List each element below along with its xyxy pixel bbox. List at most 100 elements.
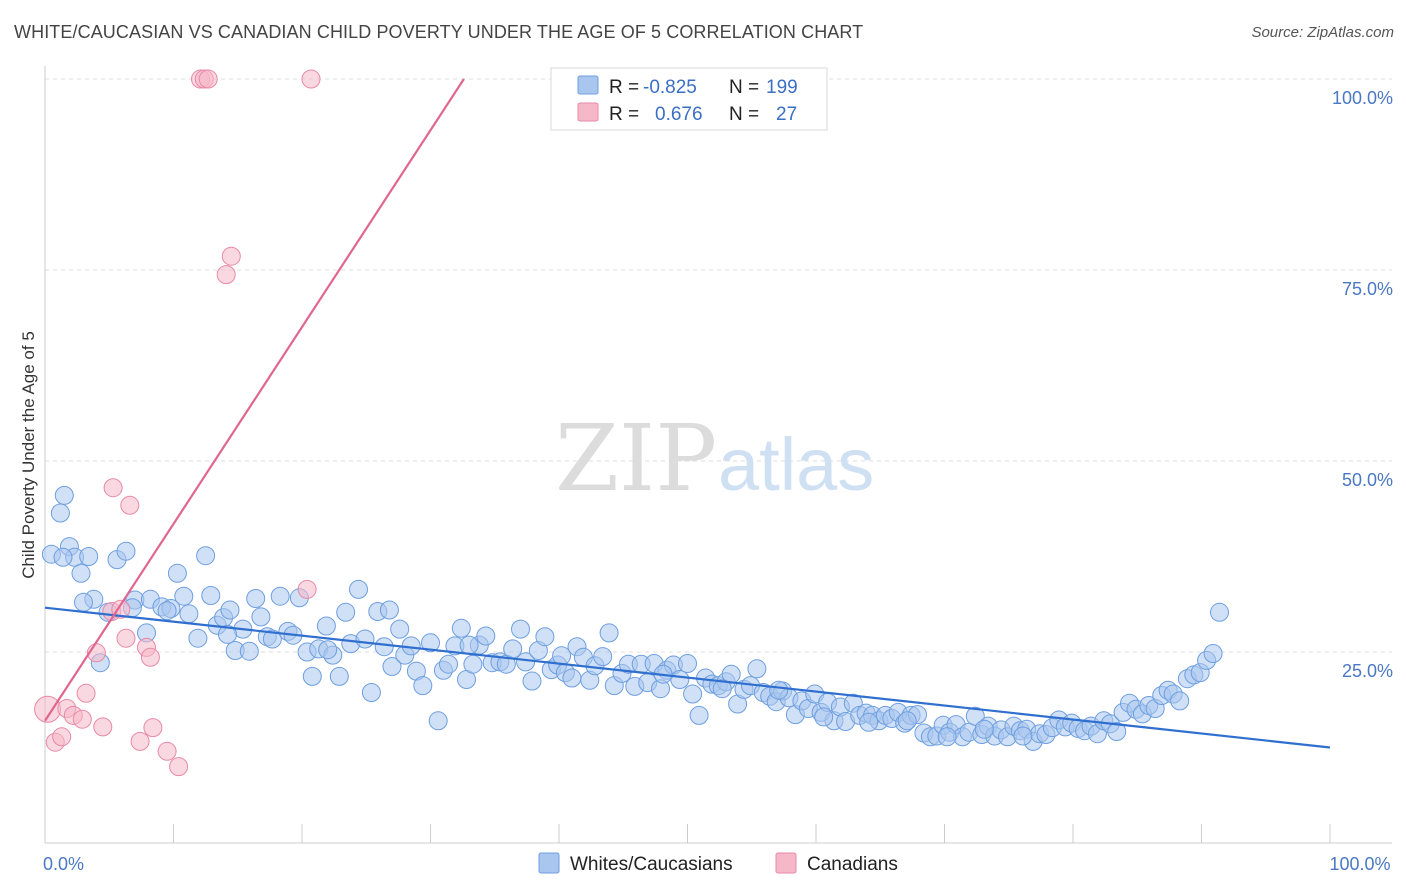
legend-r-label-whites: R = [609, 77, 639, 98]
whites-point-183 [157, 601, 177, 621]
correlation-legend: R = -0.825 N = 199 R = 0.676 N = 27 [550, 67, 828, 131]
whites-point-22 [201, 586, 221, 605]
whites-point-163 [1107, 722, 1127, 741]
whites-point-188 [552, 646, 572, 666]
whites-point-63 [463, 654, 483, 674]
canadians-point-5 [72, 709, 92, 729]
legend-swatch-canadians [577, 102, 599, 122]
whites-point-192 [814, 707, 834, 727]
whites-point-20 [188, 628, 208, 648]
bottom-legend-label-whites: Whites/Caucasians [570, 854, 733, 875]
whites-point-97 [683, 684, 703, 704]
tick-labels: 25.0% 50.0% 75.0% 100.0% 0.0% 100.0% [43, 88, 1393, 874]
whites-point-56 [421, 633, 440, 653]
whites-point-46 [355, 629, 375, 649]
whites-point-141 [965, 706, 985, 726]
canadians-point-24 [221, 246, 241, 266]
legend-r-label-canadians: R = [609, 104, 639, 125]
y-tick-label-2: 75.0% [1342, 279, 1393, 299]
series-whites-points [41, 485, 1229, 751]
canadians-point-14 [130, 731, 150, 751]
legend-r-value-whites: -0.825 [643, 77, 697, 98]
whites-point-11 [116, 541, 136, 561]
legend-swatch-whites [577, 75, 599, 95]
watermark: ZIP atlas [555, 405, 874, 512]
whites-point-83 [593, 647, 613, 667]
whites-point-29 [246, 589, 266, 608]
whites-point-184 [218, 624, 237, 644]
chart-title: WHITE/CAUCASIAN VS CANADIAN CHILD POVERT… [14, 22, 864, 42]
watermark-zip: ZIP [555, 405, 717, 512]
grid-lines [45, 78, 1392, 653]
source-credit: Source: ZipAtlas.com [1251, 24, 1394, 41]
canadians-point-18 [157, 741, 177, 761]
bottom-legend-label-canadians: Canadians [807, 854, 898, 875]
whites-point-43 [336, 602, 356, 622]
whites-point-181 [74, 592, 93, 612]
whites-point-74 [535, 627, 555, 647]
canadians-point-11 [111, 599, 131, 619]
whites-point-55 [413, 676, 433, 696]
whites-point-21 [196, 546, 216, 566]
whites-point-6 [79, 547, 99, 566]
whites-point-179 [1210, 602, 1229, 622]
whites-point-59 [439, 654, 458, 674]
series-legend: Whites/Caucasians Canadians [538, 852, 898, 875]
whites-point-1 [50, 503, 70, 523]
y-tick-label-3: 100.0% [1332, 88, 1393, 108]
canadians-point-17 [143, 718, 163, 738]
canadians-point-13 [120, 495, 140, 515]
y-axis-label: Child Poverty Under the Age of 5 [19, 331, 38, 579]
canadians-point-19 [169, 757, 189, 777]
whites-point-193 [859, 712, 879, 732]
whites-point-40 [316, 616, 336, 636]
series-canadians-points [34, 69, 321, 777]
whites-point-51 [390, 619, 410, 639]
legend-n-label-canadians: N = [729, 104, 759, 125]
canadians-point-12 [116, 628, 136, 648]
whites-point-65 [476, 626, 496, 646]
whites-point-72 [522, 671, 542, 691]
whites-point-180 [53, 547, 73, 567]
whites-point-96 [678, 654, 697, 673]
bottom-legend-swatch-whites [538, 852, 560, 874]
whites-point-33 [270, 586, 290, 606]
legend-n-label-whites: N = [729, 77, 759, 98]
y-tick-label-1: 50.0% [1342, 470, 1393, 490]
canadians-point-6 [76, 683, 96, 703]
axes [44, 66, 1392, 844]
whites-point-42 [329, 666, 349, 686]
trend-lines [44, 78, 1331, 749]
whites-point-187 [459, 635, 479, 655]
whites-point-61 [451, 618, 471, 638]
x-tick-label-1: 100.0% [1329, 854, 1390, 874]
whites-point-47 [361, 683, 381, 702]
whites-point-178 [1203, 644, 1223, 663]
whites-point-50 [382, 657, 402, 676]
watermark-atlas: atlas [718, 423, 874, 506]
canadians-point-22 [198, 69, 218, 89]
whites-point-45 [349, 579, 368, 599]
bottom-legend-swatch-canadians [775, 852, 797, 874]
legend-r-value-canadians: 0.676 [655, 104, 703, 125]
whites-point-49 [374, 637, 394, 657]
whites-trend-line [44, 606, 1331, 749]
canadians-point-10 [103, 478, 123, 498]
whites-point-185 [318, 640, 338, 660]
whites-point-57 [428, 711, 448, 731]
whites-point-28 [239, 641, 259, 661]
whites-point-70 [511, 619, 530, 639]
whites-point-196 [974, 719, 994, 739]
x-tick-label-0: 0.0% [43, 854, 84, 874]
whites-point-186 [379, 600, 399, 620]
whites-point-78 [562, 668, 582, 688]
canadians-point-26 [301, 69, 321, 89]
whites-point-18 [174, 586, 194, 606]
canadians-point-8 [93, 717, 113, 737]
canadians-point-16 [140, 647, 160, 667]
whites-point-194 [897, 711, 917, 731]
legend-n-value-whites: 199 [766, 77, 798, 98]
whites-point-107 [747, 659, 767, 679]
whites-point-195 [937, 727, 957, 747]
legend-n-value-canadians: 27 [776, 104, 797, 125]
